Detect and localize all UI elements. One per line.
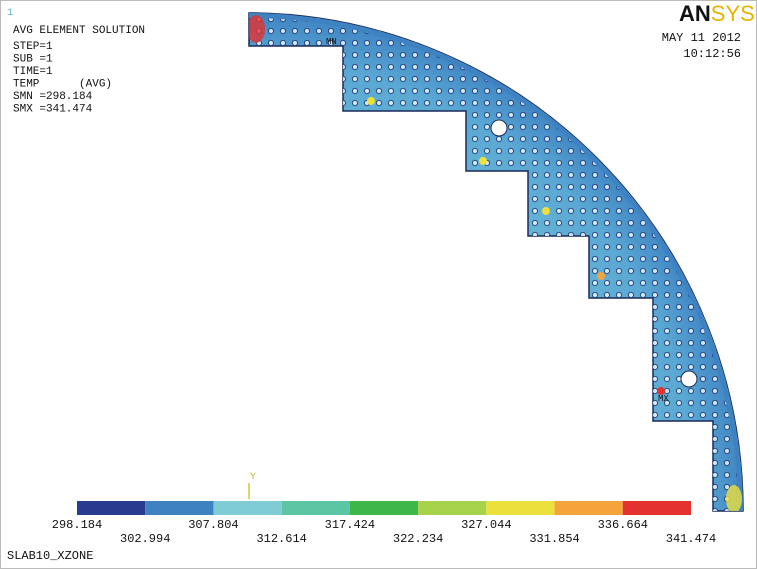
logo-bold: AN xyxy=(679,1,711,26)
info-line: SUB =1 xyxy=(13,54,53,66)
slab: MN MX xyxy=(248,12,744,512)
info-line: TEMP (AVG) xyxy=(13,79,112,91)
legend-band xyxy=(349,501,419,515)
info-line: SMX =341.474 xyxy=(13,104,93,116)
logo-light: SYS xyxy=(711,1,755,26)
min-marker: MN xyxy=(326,37,337,47)
hole xyxy=(490,119,508,137)
legend: 298.184 302.994 307.804 312.614 317.424 322.2… xyxy=(52,501,716,546)
legend-label: 298.184 xyxy=(52,518,102,532)
legend-label: 317.424 xyxy=(325,518,375,532)
legend-label: 341.474 xyxy=(666,532,716,546)
legend-band xyxy=(281,501,350,515)
hole xyxy=(680,370,698,388)
info-line: SMN =298.184 xyxy=(13,91,93,103)
legend-label: 307.804 xyxy=(188,518,238,532)
info-line: STEP=1 xyxy=(13,41,53,53)
legend-band xyxy=(554,501,623,515)
time: 10:12:56 xyxy=(683,47,741,61)
legend-label: 302.994 xyxy=(120,532,170,546)
window-number: 1 xyxy=(7,8,13,19)
legend-label: 322.234 xyxy=(393,532,443,546)
legend-band xyxy=(418,501,487,515)
legend-band xyxy=(213,501,282,515)
info-line: TIME=1 xyxy=(13,66,53,78)
date: MAY 11 2012 xyxy=(662,31,741,45)
legend-band xyxy=(486,501,555,515)
axis-triad: Y xyxy=(248,472,256,499)
slab-holes xyxy=(249,13,743,511)
legend-label: 327.044 xyxy=(461,518,511,532)
legend-band xyxy=(145,501,214,515)
info-line: AVG ELEMENT SOLUTION xyxy=(13,25,145,37)
legend-label: 331.854 xyxy=(529,532,579,546)
legend-label: 312.614 xyxy=(256,532,306,546)
max-marker: MX xyxy=(658,394,669,404)
legend-band xyxy=(622,501,691,515)
legend-band xyxy=(77,501,146,515)
legend-label: 336.664 xyxy=(598,518,648,532)
axis-label: Y xyxy=(250,472,256,483)
footer: SLAB10_XZONE xyxy=(7,549,93,563)
svg-text:ANSYS: ANSYS xyxy=(679,1,755,26)
